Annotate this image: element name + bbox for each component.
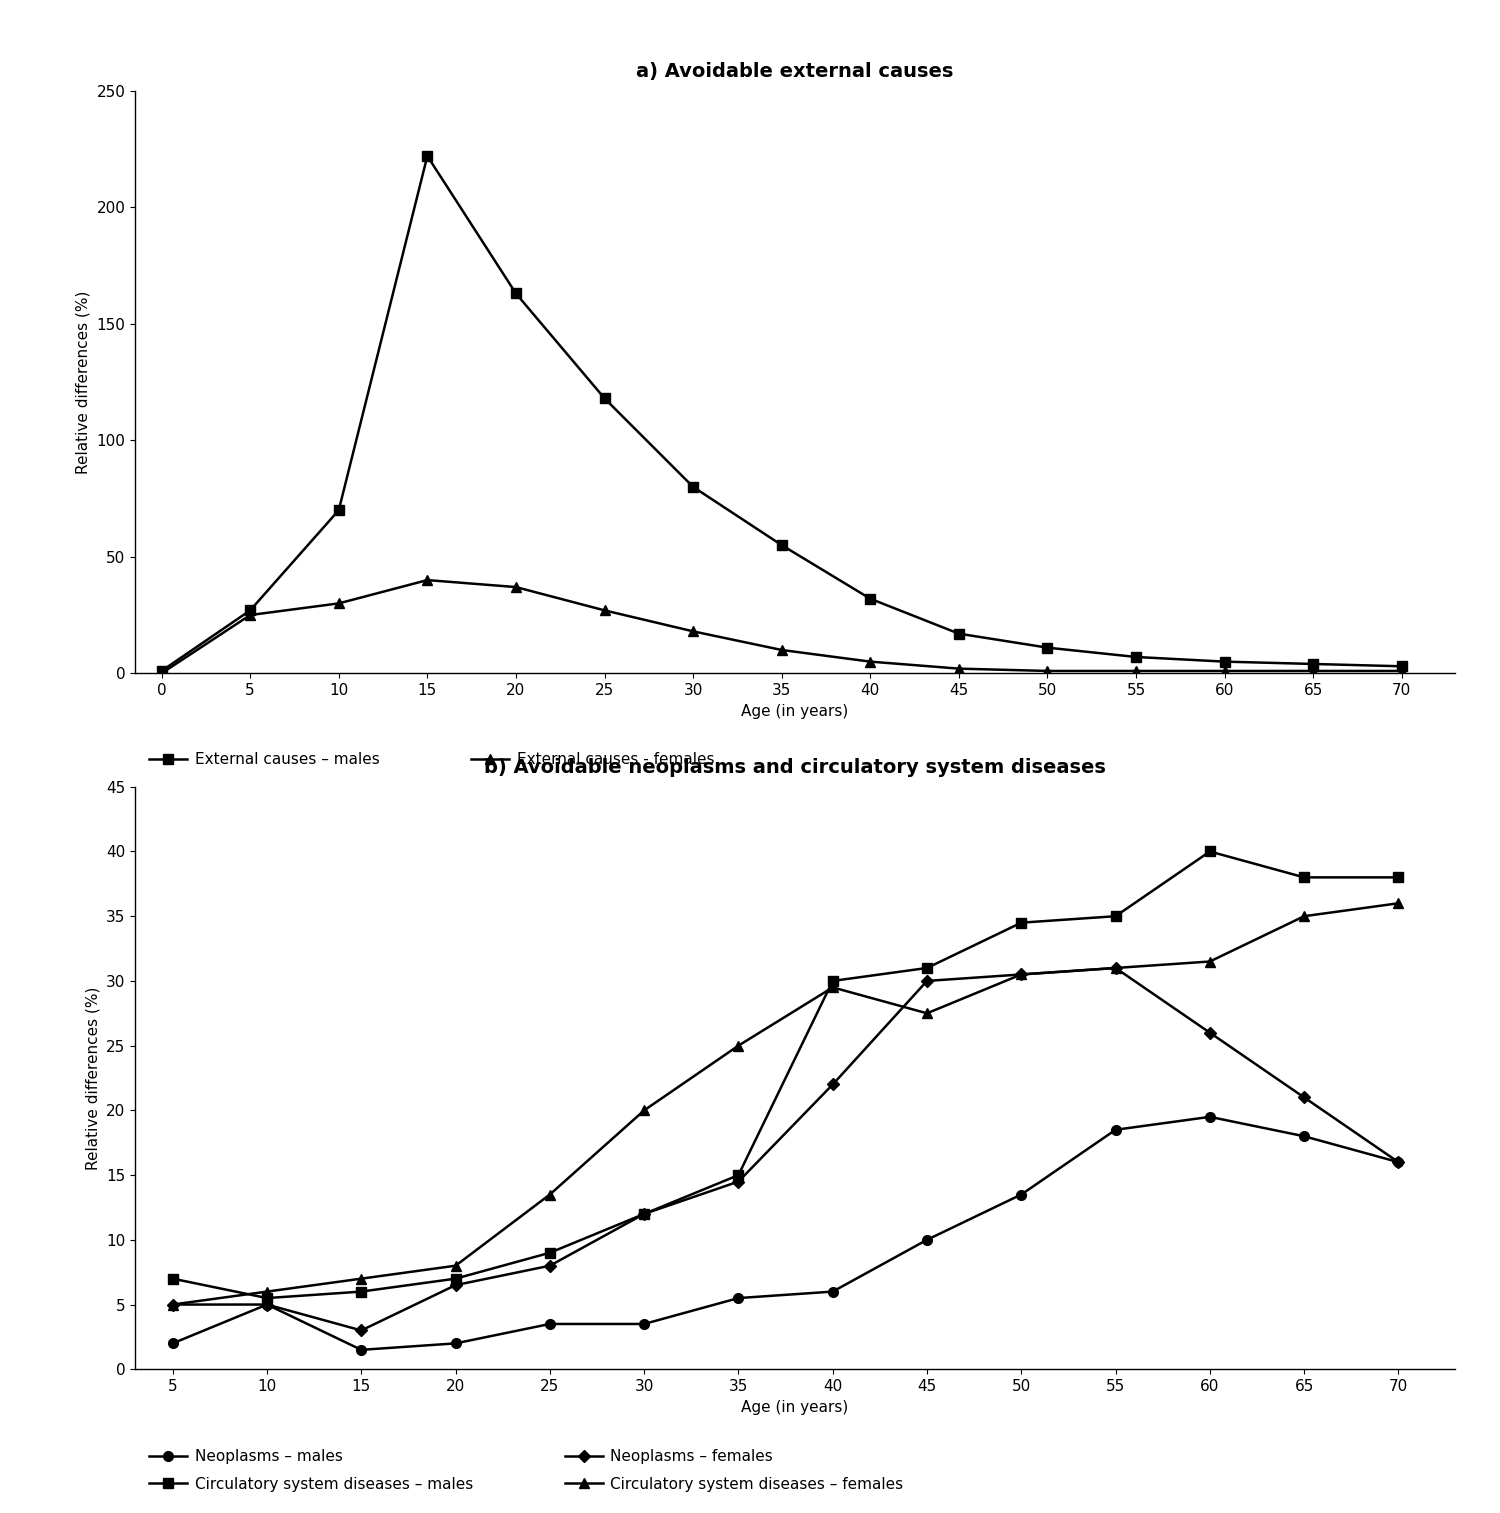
Title: a) Avoidable external causes: a) Avoidable external causes — [636, 62, 954, 80]
Legend: External causes – males, External causes - females: External causes – males, External causes… — [142, 746, 720, 773]
Y-axis label: Relative differences (%): Relative differences (%) — [86, 986, 100, 1170]
Title: b) Avoidable neoplasms and circulatory system diseases: b) Avoidable neoplasms and circulatory s… — [484, 758, 1106, 776]
Legend: Neoplasms – males, Circulatory system diseases – males, Neoplasms – females, Cir: Neoplasms – males, Circulatory system di… — [142, 1443, 909, 1498]
Y-axis label: Relative differences (%): Relative differences (%) — [76, 290, 92, 474]
X-axis label: Age (in years): Age (in years) — [741, 1400, 849, 1415]
X-axis label: Age (in years): Age (in years) — [741, 704, 849, 719]
